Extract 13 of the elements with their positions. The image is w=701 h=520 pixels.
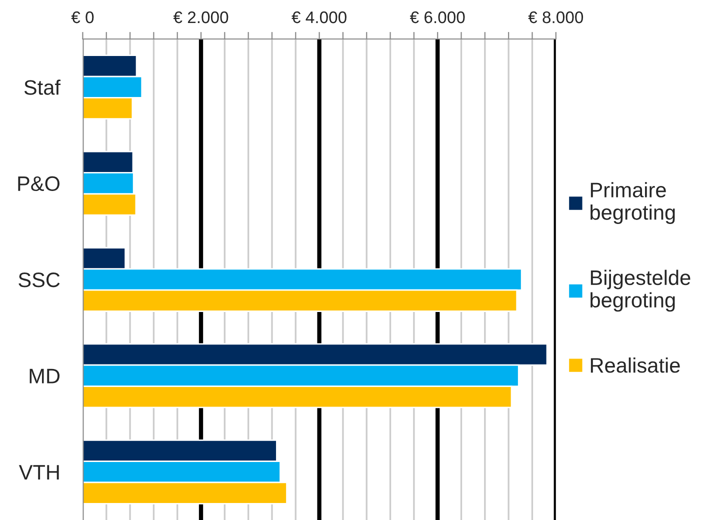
x-tick-label: € 6.000 [410,11,465,24]
y-tick-label: MD [30,368,60,384]
legend-label: Primaire begroting [590,182,675,224]
y-tick-label: VTH [18,465,59,480]
y-tick-label: P&O [18,176,60,192]
y-tick-label: Staf [24,80,61,95]
x-tick-label: € 4.000 [292,11,346,24]
x-tick-label: € 0 [71,11,94,24]
x-tick-label: € 8.000 [528,11,584,24]
y-tick-label: SSC [18,272,60,288]
legend-label: Bijgestelde begroting [590,270,690,312]
x-tick-label: € 2.000 [173,11,228,24]
legend-label: Realisatie [590,357,680,373]
